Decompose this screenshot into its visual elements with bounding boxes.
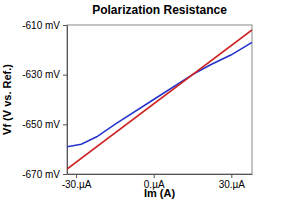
y-tick-mark xyxy=(63,174,67,175)
x-tick-mark xyxy=(154,174,155,178)
y-tick-label: -670 mV xyxy=(22,169,60,180)
y-tick: -650 mV xyxy=(22,119,67,130)
y-tick: -630 mV xyxy=(22,69,67,80)
y-tick-mark xyxy=(63,25,67,26)
y-axis: -670 mV -650 mV -630 mV -610 mV xyxy=(22,20,67,180)
x-axis-title: Im (A) xyxy=(144,187,176,199)
title: Polarization Resistance xyxy=(92,3,227,17)
x-tick: -30.µA xyxy=(62,174,92,190)
x-axis-line xyxy=(68,174,253,175)
plot: -30.µA0.µA30.µA-670 mV-650 mV-630 mV-610… xyxy=(22,20,252,190)
y-tick-label: -650 mV xyxy=(22,119,60,130)
y-axis-title: Vf (V vs. Ref.) xyxy=(1,64,13,135)
series-line xyxy=(67,42,252,146)
series-line xyxy=(67,30,252,169)
plot-frame xyxy=(67,25,252,174)
y-tick-label: -610 mV xyxy=(22,20,60,31)
chart: Polarization Resistance-30.µA0.µA30.µA-6… xyxy=(0,0,300,200)
y-tick-mark xyxy=(63,75,67,76)
x-tick-label: 30.µA xyxy=(219,179,246,190)
x-tick-mark xyxy=(231,174,232,178)
y-tick-mark xyxy=(63,124,67,125)
series-group xyxy=(67,30,252,169)
x-tick-label: -30.µA xyxy=(62,179,92,190)
x-tick-mark xyxy=(76,174,77,178)
y-tick-label: -630 mV xyxy=(22,69,60,80)
y-tick: -670 mV xyxy=(22,169,67,180)
y-axis-line xyxy=(67,26,68,175)
x-tick: 30.µA xyxy=(219,174,246,190)
y-tick: -610 mV xyxy=(22,20,67,31)
